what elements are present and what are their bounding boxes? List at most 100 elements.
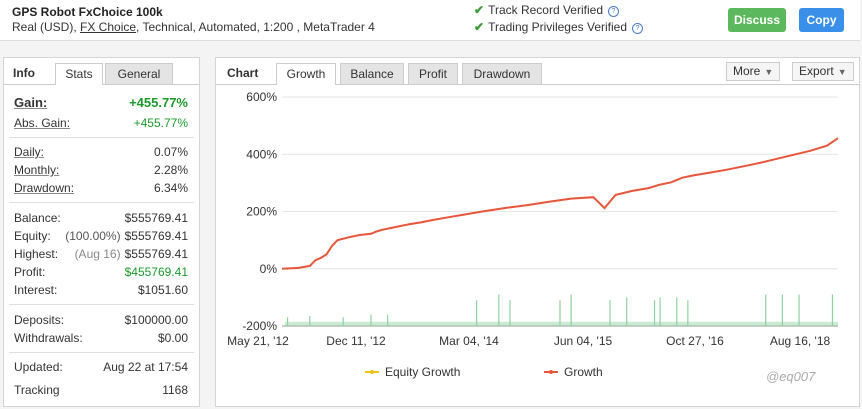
gain-row: Gain: +455.77% <box>14 94 188 112</box>
discuss-button[interactable]: Discuss <box>728 8 786 32</box>
daily-label[interactable]: Daily: <box>14 145 45 159</box>
updated-value: Aug 22 at 17:54 <box>103 360 188 374</box>
gain-value: +455.77% <box>129 95 188 110</box>
y-tick-label: 600% <box>246 90 277 104</box>
highest-value: $555769.41 <box>124 247 188 261</box>
info-tabs: Info Stats General <box>4 58 199 85</box>
tab-stats[interactable]: Stats <box>55 63 103 85</box>
daily-value: 0.07% <box>153 145 188 159</box>
deposits-value: $100000.00 <box>124 313 188 327</box>
x-tick-label: Mar 04, '14 <box>439 334 499 348</box>
divider <box>9 202 194 203</box>
info-title: Info <box>13 66 35 80</box>
daily-row: Daily: 0.07% <box>14 143 188 161</box>
y-tick-label: -200% <box>242 319 277 333</box>
abs-gain-label[interactable]: Abs. Gain: <box>14 116 71 130</box>
trading-privileges-status: ✔ Trading Privileges Verified? <box>474 20 644 34</box>
more-label: More <box>733 64 761 78</box>
bars-baseline <box>285 321 838 326</box>
checkmark-icon: ✔ <box>474 3 485 17</box>
deposits-label: Deposits: <box>14 313 65 327</box>
legend-equity-marker <box>370 370 374 374</box>
chart-tabs: Chart Growth Balance Profit Drawdown Mor… <box>216 58 859 85</box>
drawdown-value: 6.34% <box>153 181 188 195</box>
tab-general[interactable]: General <box>105 63 173 84</box>
legend-growth-marker <box>549 370 553 374</box>
checkmark-icon: ✔ <box>474 20 485 34</box>
updated-row: Updated: Aug 22 at 17:54 <box>14 358 188 376</box>
profit-row: Profit: $455769.41 <box>14 263 188 281</box>
system-name: GPS Robot FxChoice 100k <box>12 5 163 19</box>
system-details: , Technical, Automated, 1:200 , MetaTrad… <box>136 20 375 34</box>
tab-balance[interactable]: Balance <box>340 63 404 84</box>
y-tick-label: 400% <box>246 147 277 161</box>
profit-label: Profit: <box>14 265 46 279</box>
withdrawals-value: $0.00 <box>157 331 188 345</box>
abs-gain-row: Abs. Gain: +455.77% <box>14 114 188 132</box>
account-type: Real (USD), <box>12 20 81 34</box>
track-record-status: ✔ Track Record Verified? <box>474 3 619 17</box>
equity-percent: (100.00%) <box>65 229 121 243</box>
copy-button[interactable]: Copy <box>799 8 844 32</box>
export-label: Export <box>799 64 834 78</box>
chevron-down-icon: ▼ <box>764 67 774 77</box>
help-icon[interactable]: ? <box>632 23 644 34</box>
x-tick-label: May 21, '12 <box>227 334 289 348</box>
interest-row: Interest: $1051.60 <box>14 281 188 299</box>
x-tick-label: Jun 04, '15 <box>554 334 613 348</box>
gain-label[interactable]: Gain: <box>14 95 48 110</box>
chevron-down-icon: ▼ <box>837 67 847 77</box>
drawdown-label[interactable]: Drawdown: <box>14 181 75 195</box>
info-panel: Info Stats General Gain: +455.77% Abs. G… <box>3 57 200 407</box>
tracking-value: 1168 <box>162 383 188 397</box>
highest-date: (Aug 16) <box>74 247 121 261</box>
monthly-label[interactable]: Monthly: <box>14 163 60 177</box>
interest-value: $1051.60 <box>137 283 188 297</box>
tracking-label: Tracking <box>14 383 60 397</box>
tab-drawdown[interactable]: Drawdown <box>462 63 542 84</box>
tracking-row: Tracking 1168 <box>14 381 188 399</box>
more-dropdown[interactable]: More ▼ <box>726 62 781 81</box>
profit-value: $455769.41 <box>124 265 188 279</box>
y-tick-label: 200% <box>246 205 277 219</box>
y-tick-label: 0% <box>260 262 278 276</box>
broker-link[interactable]: FX Choice <box>80 20 137 34</box>
legend-growth: Growth <box>564 365 603 379</box>
highest-label: Highest: <box>14 247 59 261</box>
drawdown-row: Drawdown: 6.34% <box>14 179 188 197</box>
legend-equity-growth: Equity Growth <box>385 365 460 379</box>
updated-label: Updated: <box>14 360 63 374</box>
balance-value: $555769.41 <box>124 211 188 225</box>
monthly-row: Monthly: 2.28% <box>14 161 188 179</box>
equity-label: Equity: <box>14 229 51 243</box>
x-tick-label: Dec 11, '12 <box>326 334 386 348</box>
chart-title: Chart <box>227 66 259 80</box>
x-tick-label: Oct 27, '16 <box>666 334 724 348</box>
abs-gain-value: +455.77% <box>133 116 188 130</box>
system-subtitle: Real (USD), FX Choice, Technical, Automa… <box>12 20 375 34</box>
interest-label: Interest: <box>14 283 58 297</box>
system-header: GPS Robot FxChoice 100k Real (USD), FX C… <box>0 0 860 41</box>
watermark: @eq007 <box>766 369 816 384</box>
balance-row: Balance: $555769.41 <box>14 209 188 227</box>
growth-line <box>281 137 839 270</box>
equity-row: Equity: (100.00%) $555769.41 <box>14 227 188 245</box>
equity-value: $555769.41 <box>124 229 188 243</box>
help-icon[interactable]: ? <box>608 6 619 17</box>
track-record-label: Track Record Verified <box>488 3 603 17</box>
trading-privileges-label: Trading Privileges Verified <box>488 20 628 34</box>
divider <box>9 137 194 138</box>
balance-label: Balance: <box>14 211 61 225</box>
highest-row: Highest: (Aug 16) $555769.41 <box>14 245 188 263</box>
divider <box>9 304 194 305</box>
export-dropdown[interactable]: Export ▼ <box>792 62 854 81</box>
x-tick-label: Aug 16, '18 <box>770 334 831 348</box>
monthly-value: 2.28% <box>153 163 188 177</box>
highest-value-group: (Aug 16) $555769.41 <box>75 245 188 263</box>
equity-value-group: (100.00%) $555769.41 <box>65 227 188 245</box>
tab-growth[interactable]: Growth <box>276 63 336 85</box>
tab-profit[interactable]: Profit <box>408 63 458 84</box>
withdrawals-label: Withdrawals: <box>14 331 83 345</box>
growth-chart: 600% 400% 200% 0% -200%May 21, '12 Dec 11, '1… <box>227 90 839 379</box>
chart-panel: Chart Growth Balance Profit Drawdown Mor… <box>215 57 860 407</box>
